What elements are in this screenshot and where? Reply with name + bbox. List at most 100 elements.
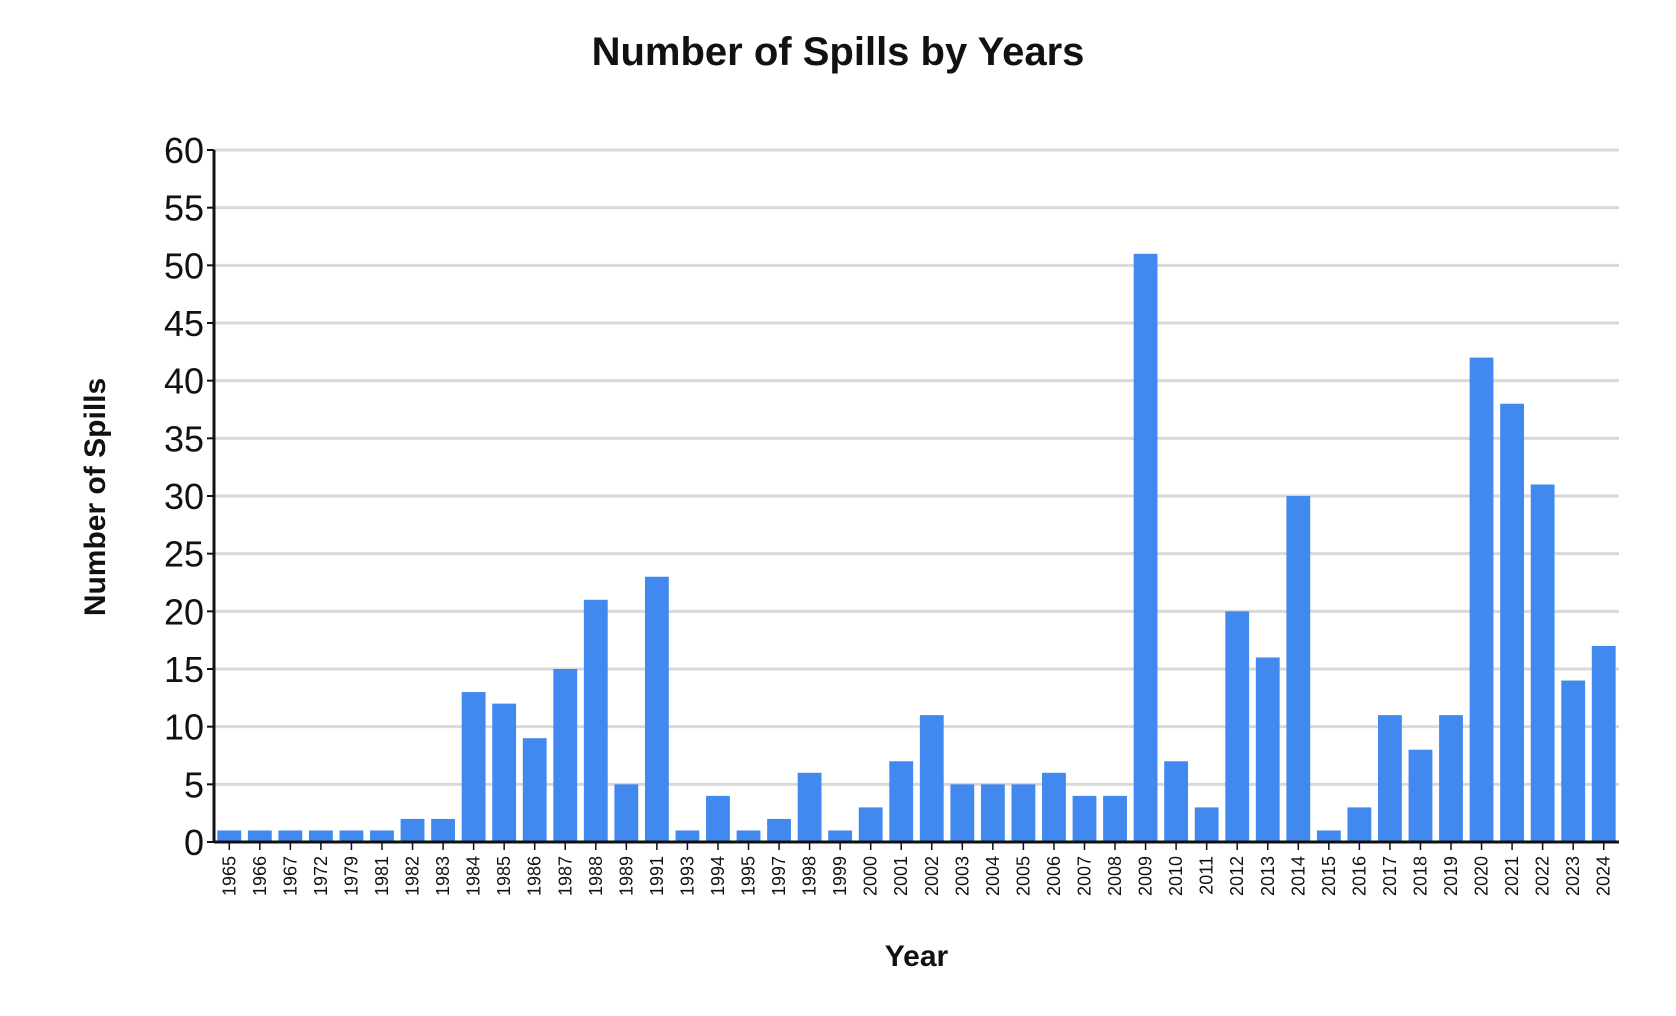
x-tick-label: 1966 — [250, 856, 270, 896]
x-tick-label: 1965 — [219, 856, 239, 896]
bar — [400, 818, 425, 842]
x-tick-label: 1986 — [525, 856, 545, 896]
bar — [522, 738, 547, 842]
x-tick-label: 1979 — [341, 856, 361, 896]
x-tick-label: 2018 — [1410, 856, 1430, 896]
bar — [1530, 484, 1555, 842]
x-tick-label: 1993 — [677, 856, 697, 896]
bar — [1042, 772, 1066, 842]
bar — [736, 830, 761, 842]
x-tick-label: 2013 — [1258, 856, 1278, 896]
x-tick-label: 2009 — [1136, 856, 1156, 896]
bar — [1011, 784, 1036, 842]
x-tick-label: 2007 — [1074, 856, 1094, 896]
x-tick-label: 2002 — [922, 856, 942, 896]
bar — [1072, 795, 1097, 842]
bars — [217, 253, 1616, 843]
bar — [1439, 715, 1463, 842]
x-tick-labels: 1965 1966 1967 1972 1979 1981 1982 1983 1984 1985… — [219, 856, 1613, 896]
y-tick-label: 40 — [164, 361, 204, 402]
x-tick-label: 2005 — [1013, 856, 1033, 896]
x-tick-label: 1998 — [800, 856, 820, 896]
x-tick-label: 1997 — [769, 856, 789, 896]
y-tick-label: 30 — [164, 476, 204, 517]
x-tick-label: 1988 — [586, 856, 606, 896]
bar — [370, 830, 394, 842]
x-tick-label: 2000 — [861, 856, 881, 896]
x-tick-label: 2010 — [1166, 856, 1186, 896]
bar — [1408, 749, 1433, 842]
bar — [1225, 611, 1250, 842]
bar — [614, 784, 639, 842]
bar — [919, 715, 944, 842]
x-tick-label: 1995 — [739, 856, 759, 896]
x-axis-title: Year — [884, 940, 949, 973]
bar — [339, 830, 364, 842]
x-tick-label: 2006 — [1044, 856, 1064, 896]
y-tick-label: 5 — [184, 764, 204, 805]
bar — [980, 784, 1005, 842]
x-tick-label: 1999 — [830, 856, 850, 896]
x-tick-label: 2012 — [1227, 856, 1247, 896]
bar — [461, 692, 486, 842]
bar — [553, 669, 578, 842]
y-tick-label: 25 — [164, 534, 204, 575]
y-tick-label: 60 — [164, 130, 204, 171]
grid-lines — [214, 148, 1619, 786]
axes — [207, 149, 1619, 850]
bar — [583, 599, 608, 842]
bar — [431, 818, 455, 842]
y-tick-label: 45 — [164, 303, 204, 344]
bar — [797, 772, 822, 842]
bar — [1194, 807, 1219, 842]
x-tick-label: 1982 — [403, 856, 423, 896]
x-tick-label: 1987 — [555, 856, 575, 896]
bar — [828, 830, 853, 842]
y-tick-label: 10 — [164, 707, 204, 748]
y-tick-label: 35 — [164, 418, 204, 459]
bar — [1133, 253, 1158, 843]
x-tick-label: 2017 — [1380, 856, 1400, 896]
bar — [889, 761, 914, 842]
x-tick-label: 2008 — [1105, 856, 1125, 896]
x-tick-label: 2014 — [1288, 856, 1308, 896]
y-tick-label: 0 — [184, 822, 204, 863]
bar — [1561, 680, 1586, 842]
bar — [1255, 657, 1280, 842]
x-tick-label: 1994 — [708, 856, 728, 896]
x-tick-label: 2015 — [1319, 856, 1339, 896]
bar — [644, 576, 669, 842]
x-tick-label: 2023 — [1563, 856, 1583, 896]
bar — [706, 795, 730, 842]
x-tick-label: 2020 — [1472, 856, 1492, 896]
x-tick-label: 1985 — [494, 856, 514, 896]
x-tick-label: 2001 — [891, 856, 911, 896]
bar — [1591, 645, 1616, 842]
x-tick-label: 1983 — [433, 856, 453, 896]
y-tick-label: 55 — [164, 188, 204, 229]
bar — [1164, 761, 1189, 842]
x-tick-label: 1991 — [647, 856, 667, 896]
chart-title: Number of Spills by Years — [591, 30, 1085, 74]
x-tick-label: 2004 — [983, 856, 1003, 896]
x-tick-label: 2022 — [1533, 856, 1553, 896]
x-tick-label: 2011 — [1197, 856, 1217, 895]
x-tick-label: 2019 — [1441, 856, 1461, 896]
bar — [1316, 830, 1341, 842]
y-tick-label: 15 — [164, 649, 204, 690]
x-tick-label: 2003 — [952, 856, 972, 896]
bar — [1286, 496, 1311, 842]
bar — [1347, 807, 1372, 842]
bar — [858, 807, 883, 842]
x-tick-label: 2021 — [1502, 856, 1522, 896]
y-tick-labels: 0 5 10 15 20 25 30 35 40 45 50 55 60 — [164, 130, 204, 863]
bar — [767, 818, 791, 842]
bar — [247, 830, 272, 842]
bar — [308, 830, 333, 842]
bar — [217, 830, 242, 842]
y-tick-label: 20 — [164, 591, 204, 632]
y-tick-label: 50 — [164, 245, 204, 286]
x-tick-label: 1981 — [372, 856, 392, 896]
bar — [1378, 715, 1402, 842]
